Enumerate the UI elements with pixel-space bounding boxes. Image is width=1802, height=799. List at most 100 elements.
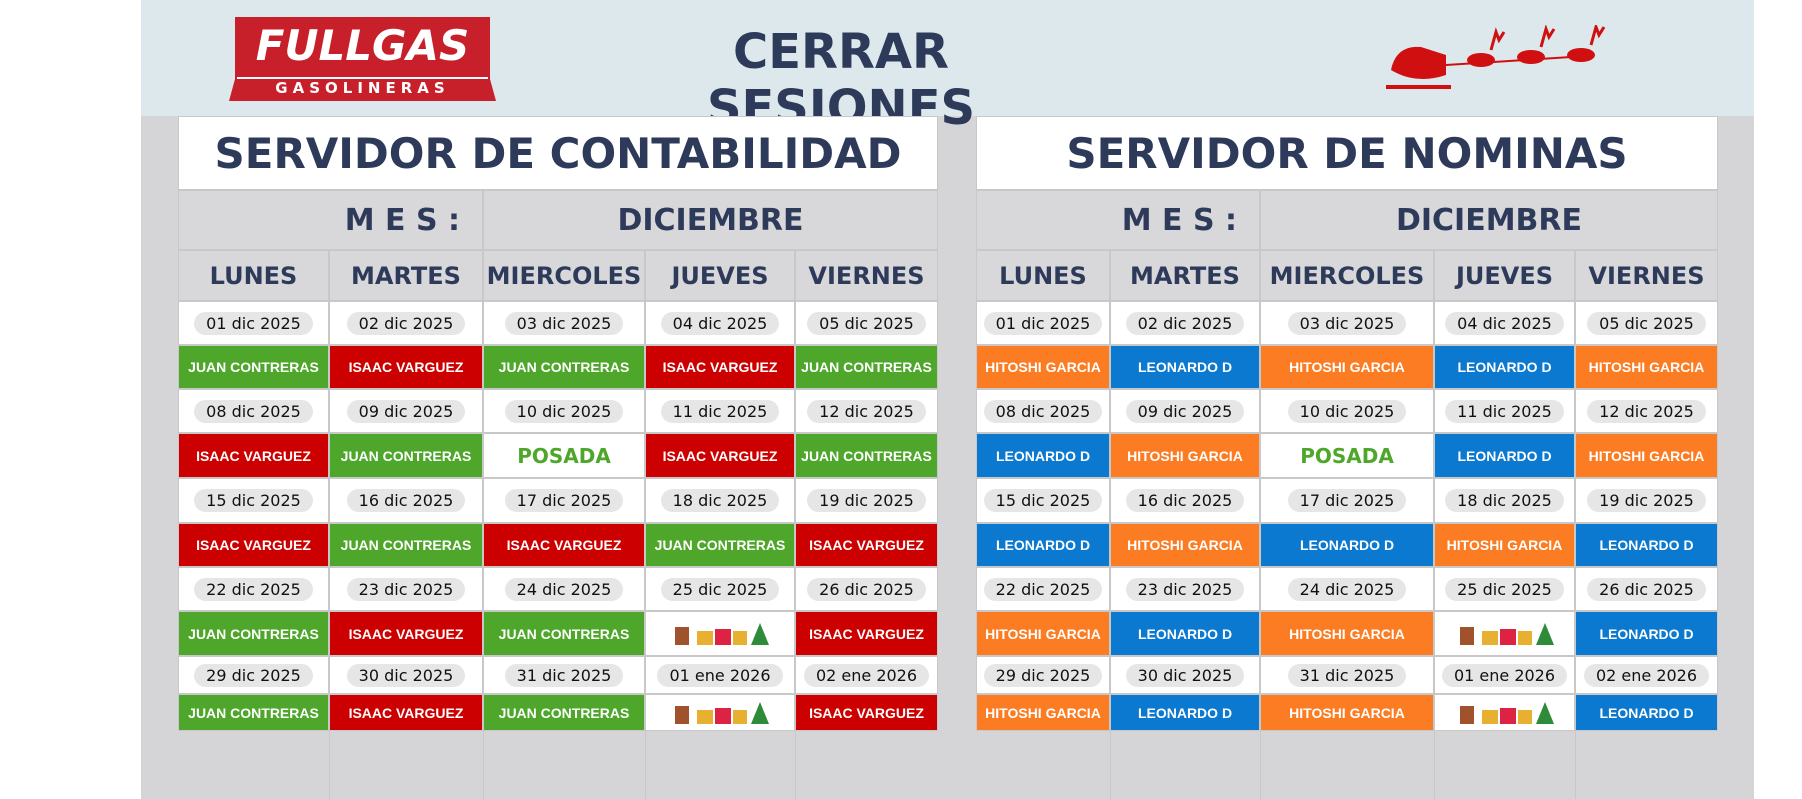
- logo: FULLGAS GASOLINERAS: [229, 17, 496, 101]
- date-cell: 01 ene 2026: [1434, 656, 1575, 694]
- person: JUAN CONTRERAS: [645, 523, 795, 567]
- date: 04 dic 2025: [1445, 311, 1564, 335]
- date: 29 dic 2025: [194, 663, 313, 687]
- date-cell: 10 dic 2025: [1260, 389, 1434, 433]
- person: JUAN CONTRERAS: [483, 345, 645, 389]
- date-cell: 04 dic 2025: [645, 301, 795, 345]
- date: 16 dic 2025: [346, 489, 466, 512]
- date: 29 dic 2025: [983, 663, 1103, 687]
- person: LEONARDO D: [1260, 523, 1434, 567]
- holiday-icons: [1434, 611, 1575, 656]
- date-cell: 22 dic 2025: [178, 567, 329, 611]
- holiday-icons: [645, 611, 795, 656]
- logo-name: FULLGAS: [255, 21, 470, 70]
- person: ISAAC VARGUEZ: [483, 523, 645, 567]
- date: 02 ene 2026: [803, 663, 930, 687]
- date-cell: 03 dic 2025: [483, 301, 645, 345]
- day-header: MIERCOLES: [1260, 250, 1434, 301]
- date: 10 dic 2025: [1287, 399, 1407, 423]
- date-cell: 15 dic 2025: [976, 478, 1110, 523]
- person: JUAN CONTRERAS: [329, 433, 483, 478]
- column-line: [1434, 731, 1435, 799]
- date: 25 dic 2025: [1445, 577, 1564, 601]
- person: HITOSHI GARCIA: [976, 694, 1110, 731]
- day-header: JUEVES: [1434, 250, 1575, 301]
- month-label: M E S :: [976, 190, 1260, 250]
- day-header: VIERNES: [795, 250, 938, 301]
- person: ISAAC VARGUEZ: [795, 523, 938, 567]
- date-cell: 05 dic 2025: [1575, 301, 1718, 345]
- date: 02 ene 2026: [1583, 663, 1710, 687]
- date-cell: 11 dic 2025: [645, 389, 795, 433]
- schedule-table: SERVIDOR DE CONTABILIDAD M E S : DICIEMBRE…: [178, 116, 938, 799]
- person: HITOSHI GARCIA: [1575, 345, 1718, 389]
- person: HITOSHI GARCIA: [1434, 523, 1575, 567]
- date: 18 dic 2025: [660, 489, 780, 512]
- person: ISAAC VARGUEZ: [178, 433, 329, 478]
- date-cell: 29 dic 2025: [178, 656, 329, 694]
- date-cell: 25 dic 2025: [645, 567, 795, 611]
- person: LEONARDO D: [1110, 694, 1260, 731]
- date: 11 dic 2025: [660, 399, 780, 423]
- date-cell: 17 dic 2025: [1260, 478, 1434, 523]
- column-line: [483, 731, 484, 799]
- date-cell: 02 dic 2025: [1110, 301, 1260, 345]
- day-header: LUNES: [178, 250, 329, 301]
- date: 01 dic 2025: [983, 311, 1103, 335]
- date: 12 dic 2025: [1587, 399, 1706, 423]
- person: JUAN CONTRERAS: [329, 523, 483, 567]
- day-header: JUEVES: [645, 250, 795, 301]
- person: JUAN CONTRERAS: [483, 611, 645, 656]
- month: DICIEMBRE: [483, 190, 938, 250]
- date: 04 dic 2025: [660, 311, 780, 335]
- person: HITOSHI GARCIA: [976, 345, 1110, 389]
- date-cell: 26 dic 2025: [795, 567, 938, 611]
- date-cell: 05 dic 2025: [795, 301, 938, 345]
- date: 19 dic 2025: [1587, 489, 1706, 512]
- person: ISAAC VARGUEZ: [329, 694, 483, 731]
- person: JUAN CONTRERAS: [178, 694, 329, 731]
- date-cell: 29 dic 2025: [976, 656, 1110, 694]
- month-label: M E S :: [178, 190, 483, 250]
- person: LEONARDO D: [1434, 433, 1575, 478]
- date: 11 dic 2025: [1445, 399, 1564, 423]
- person: LEONARDO D: [976, 523, 1110, 567]
- person: LEONARDO D: [1110, 345, 1260, 389]
- date: 15 dic 2025: [983, 489, 1103, 512]
- date: 24 dic 2025: [504, 577, 624, 601]
- date-cell: 16 dic 2025: [329, 478, 483, 523]
- column-line: [795, 731, 796, 799]
- date: 12 dic 2025: [807, 399, 926, 423]
- person: HITOSHI GARCIA: [1110, 523, 1260, 567]
- schedule-table: SERVIDOR DE NOMINAS M E S : DICIEMBRE LUNES…: [976, 116, 1718, 799]
- date: 31 dic 2025: [1287, 663, 1407, 687]
- date: 26 dic 2025: [1587, 577, 1706, 601]
- person: HITOSHI GARCIA: [1260, 345, 1434, 389]
- person: JUAN CONTRERAS: [795, 433, 938, 478]
- day-header: LUNES: [976, 250, 1110, 301]
- day-header: MIERCOLES: [483, 250, 645, 301]
- date: 01 ene 2026: [657, 663, 783, 687]
- header: FULLGAS GASOLINERAS CERRAR SESIONES: [141, 0, 1754, 136]
- person: HITOSHI GARCIA: [1260, 611, 1434, 656]
- date-cell: 17 dic 2025: [483, 478, 645, 523]
- date-cell: 19 dic 2025: [795, 478, 938, 523]
- date-cell: 08 dic 2025: [178, 389, 329, 433]
- date-cell: 04 dic 2025: [1434, 301, 1575, 345]
- person: ISAAC VARGUEZ: [795, 611, 938, 656]
- date-cell: 18 dic 2025: [645, 478, 795, 523]
- date-cell: 30 dic 2025: [329, 656, 483, 694]
- holiday-icon: [1459, 701, 1554, 724]
- date: 08 dic 2025: [983, 399, 1103, 423]
- date: 09 dic 2025: [346, 399, 466, 423]
- person: LEONARDO D: [1434, 345, 1575, 389]
- person: HITOSHI GARCIA: [1575, 433, 1718, 478]
- person: LEONARDO D: [1110, 611, 1260, 656]
- date-cell: 02 dic 2025: [329, 301, 483, 345]
- date: 24 dic 2025: [1287, 577, 1407, 601]
- date: 22 dic 2025: [983, 577, 1103, 601]
- person: ISAAC VARGUEZ: [645, 433, 795, 478]
- logo-sub: GASOLINERAS: [275, 79, 450, 97]
- server-title: SERVIDOR DE NOMINAS: [976, 116, 1718, 190]
